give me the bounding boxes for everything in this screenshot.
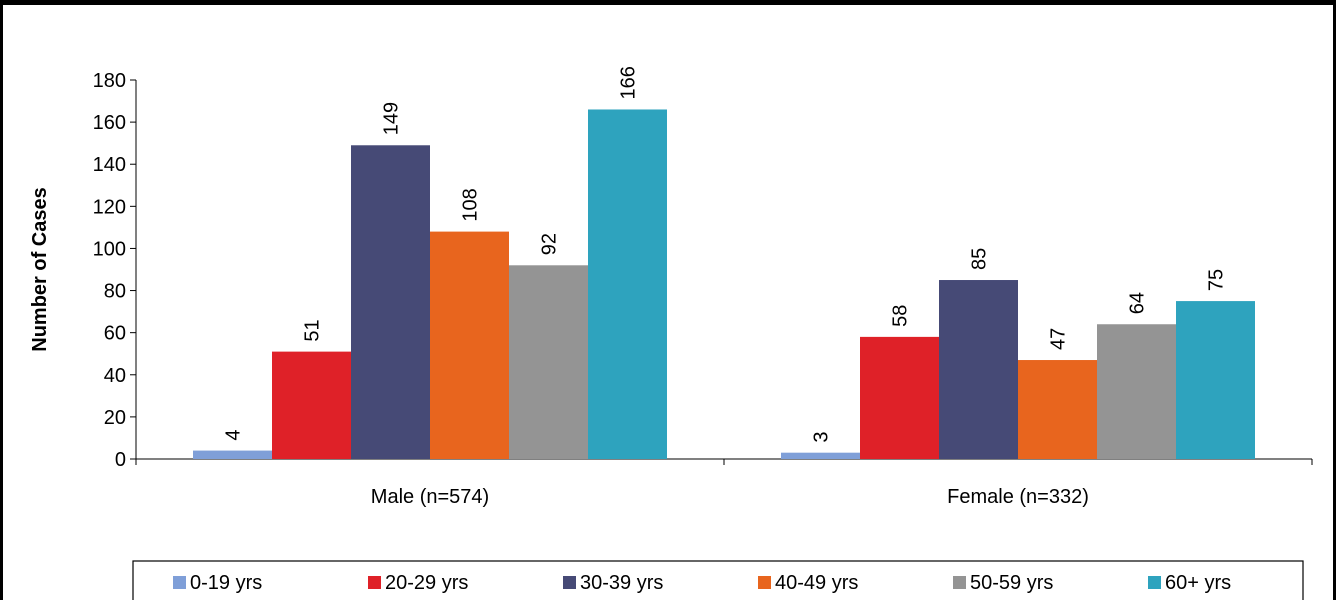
y-tick-label: 80 <box>104 281 126 303</box>
legend-swatch <box>173 576 186 589</box>
bar <box>939 280 1018 459</box>
data-label: 92 <box>539 233 561 255</box>
legend-swatch <box>368 576 381 589</box>
bar <box>588 109 667 459</box>
data-label: 51 <box>302 319 324 341</box>
data-label: 58 <box>890 305 912 327</box>
y-tick-label: 40 <box>104 365 126 387</box>
bar <box>351 145 430 459</box>
bar <box>430 232 509 459</box>
bar <box>272 352 351 459</box>
legend-label: 60+ yrs <box>1165 572 1231 594</box>
bars <box>193 109 1255 459</box>
data-label: 75 <box>1206 269 1228 291</box>
legend-label: 30-39 yrs <box>580 572 663 594</box>
y-tick-label: 160 <box>93 112 126 134</box>
bar <box>193 451 272 459</box>
category-label: Male (n=574) <box>371 486 489 508</box>
data-label: 149 <box>381 102 403 135</box>
y-tick-label: 180 <box>93 70 126 92</box>
bar <box>1097 324 1176 459</box>
bar <box>509 265 588 459</box>
bar <box>781 453 860 459</box>
category-label: Female (n=332) <box>947 486 1089 508</box>
y-tick-label: 140 <box>93 154 126 176</box>
legend-box <box>133 561 1303 600</box>
legend-label: 0-19 yrs <box>190 572 262 594</box>
data-label: 166 <box>618 66 640 99</box>
legend-label: 20-29 yrs <box>385 572 468 594</box>
legend-label: 50-59 yrs <box>970 572 1053 594</box>
legend-swatch <box>953 576 966 589</box>
data-label: 64 <box>1127 292 1149 314</box>
legend-label: 40-49 yrs <box>775 572 858 594</box>
bar <box>1176 301 1255 459</box>
legend-swatch <box>563 576 576 589</box>
data-label: 4 <box>223 429 245 440</box>
bar <box>860 337 939 459</box>
y-tick-label: 20 <box>104 407 126 429</box>
y-tick-label: 0 <box>115 449 126 471</box>
bar <box>1018 360 1097 459</box>
data-label: 3 <box>811 432 833 443</box>
y-axis-label: Number of Cases <box>29 187 51 352</box>
legend-swatch <box>758 576 771 589</box>
legend: 0-19 yrs 20-29 yrs 30-39 yrs 40-49 yrs 50-59… <box>133 561 1303 600</box>
data-label: 85 <box>969 248 991 270</box>
y-tick-label: 60 <box>104 323 126 345</box>
data-label: 47 <box>1048 328 1070 350</box>
legend-swatch <box>1148 576 1161 589</box>
y-tick-label: 100 <box>93 238 126 260</box>
y-tick-label: 120 <box>93 196 126 218</box>
data-label: 108 <box>460 188 482 221</box>
